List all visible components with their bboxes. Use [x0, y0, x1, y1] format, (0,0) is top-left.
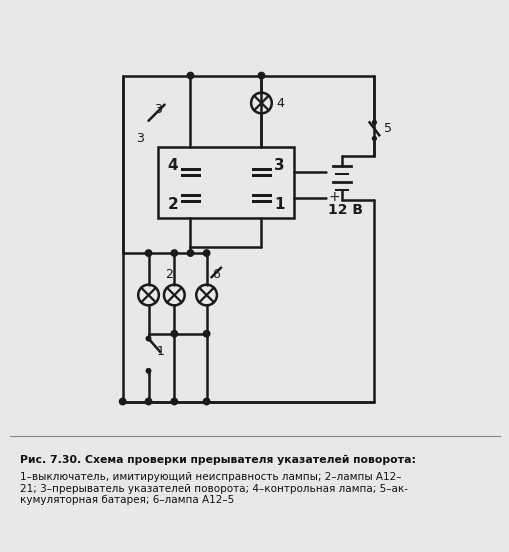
Circle shape — [171, 399, 177, 405]
Circle shape — [372, 136, 376, 140]
Circle shape — [187, 250, 193, 256]
Text: 12 В: 12 В — [327, 203, 362, 216]
Circle shape — [203, 331, 209, 337]
Circle shape — [146, 336, 151, 341]
Circle shape — [119, 399, 126, 405]
Text: 3: 3 — [136, 132, 144, 145]
Circle shape — [146, 369, 151, 373]
Text: 2: 2 — [167, 197, 178, 212]
Text: 3: 3 — [154, 103, 162, 116]
Text: 1–выключатель, имитирующий неисправность лампы; 2–лампы А12–
21; 3–прерыватель у: 1–выключатель, имитирующий неисправность… — [20, 472, 408, 505]
Circle shape — [372, 120, 376, 124]
Text: 1: 1 — [273, 197, 284, 212]
Text: 3: 3 — [273, 158, 284, 173]
Text: 5: 5 — [383, 123, 391, 135]
Circle shape — [145, 399, 152, 405]
Text: +: + — [328, 189, 339, 204]
Bar — [158, 147, 293, 217]
Circle shape — [145, 250, 152, 256]
Text: 6: 6 — [212, 268, 220, 280]
Circle shape — [203, 250, 209, 256]
Text: 4: 4 — [275, 97, 284, 109]
Text: 1: 1 — [156, 345, 164, 358]
Circle shape — [171, 331, 177, 337]
Circle shape — [258, 72, 264, 79]
Circle shape — [203, 399, 209, 405]
Circle shape — [171, 250, 177, 256]
Text: Рис. 7.30. Схема проверки прерывателя указателей поворота:: Рис. 7.30. Схема проверки прерывателя ук… — [20, 455, 415, 465]
Circle shape — [187, 72, 193, 79]
Text: 4: 4 — [167, 158, 178, 173]
Text: 2: 2 — [165, 268, 173, 280]
